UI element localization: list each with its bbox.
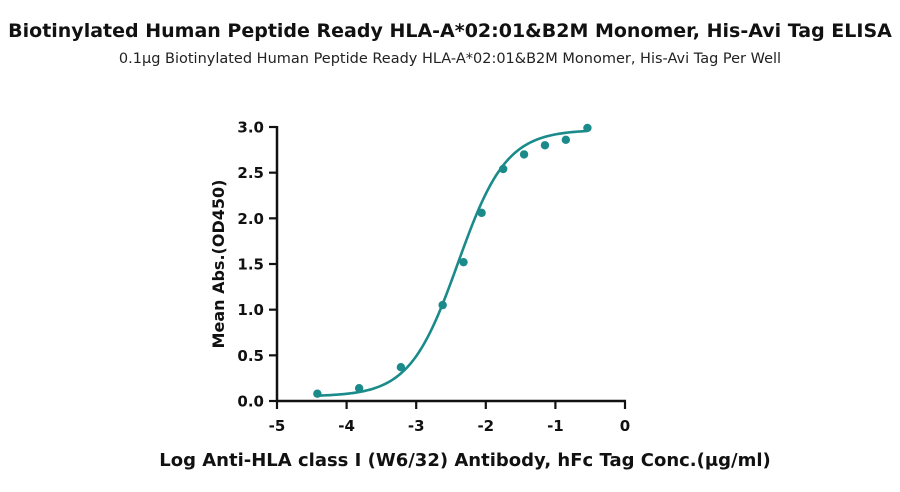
data-point <box>438 300 447 310</box>
x-tick-label: -2 <box>477 417 494 435</box>
data-point <box>477 208 486 218</box>
y-tick-label: 3.0 <box>237 119 264 137</box>
data-point <box>499 164 508 174</box>
x-tick-label: -4 <box>338 417 355 435</box>
y-tick-label: 0.0 <box>237 393 264 411</box>
y-tick-label: 0.5 <box>237 347 264 365</box>
x-tick-label: -3 <box>408 417 425 435</box>
data-point <box>313 389 322 398</box>
data-point <box>583 123 592 133</box>
data-point <box>459 257 468 267</box>
data-point <box>354 384 364 393</box>
data-point <box>561 135 571 144</box>
data-point <box>519 150 529 159</box>
chart-subtitle: 0.1μg Biotinylated Human Peptide Ready H… <box>118 51 782 67</box>
x-tick-label: 0 <box>620 417 630 435</box>
data-point <box>540 141 550 150</box>
y-tick-label: 1.0 <box>237 301 264 319</box>
y-tick-label: 2.5 <box>237 164 264 182</box>
y-tick-label: 1.5 <box>237 256 264 274</box>
x-tick-label: -5 <box>269 417 286 435</box>
y-tick-label: 2.0 <box>237 210 264 228</box>
y-axis-label: Mean Abs.(OD450) <box>209 180 228 349</box>
data-point <box>396 363 406 372</box>
x-tick-label: -1 <box>547 417 564 435</box>
x-axis-label: Log Anti-HLA class I (W6/32) Antibody, h… <box>159 450 770 471</box>
chart-title: Biotinylated Human Peptide Ready HLA-A*0… <box>8 20 892 42</box>
fit-curve-line <box>317 129 588 397</box>
